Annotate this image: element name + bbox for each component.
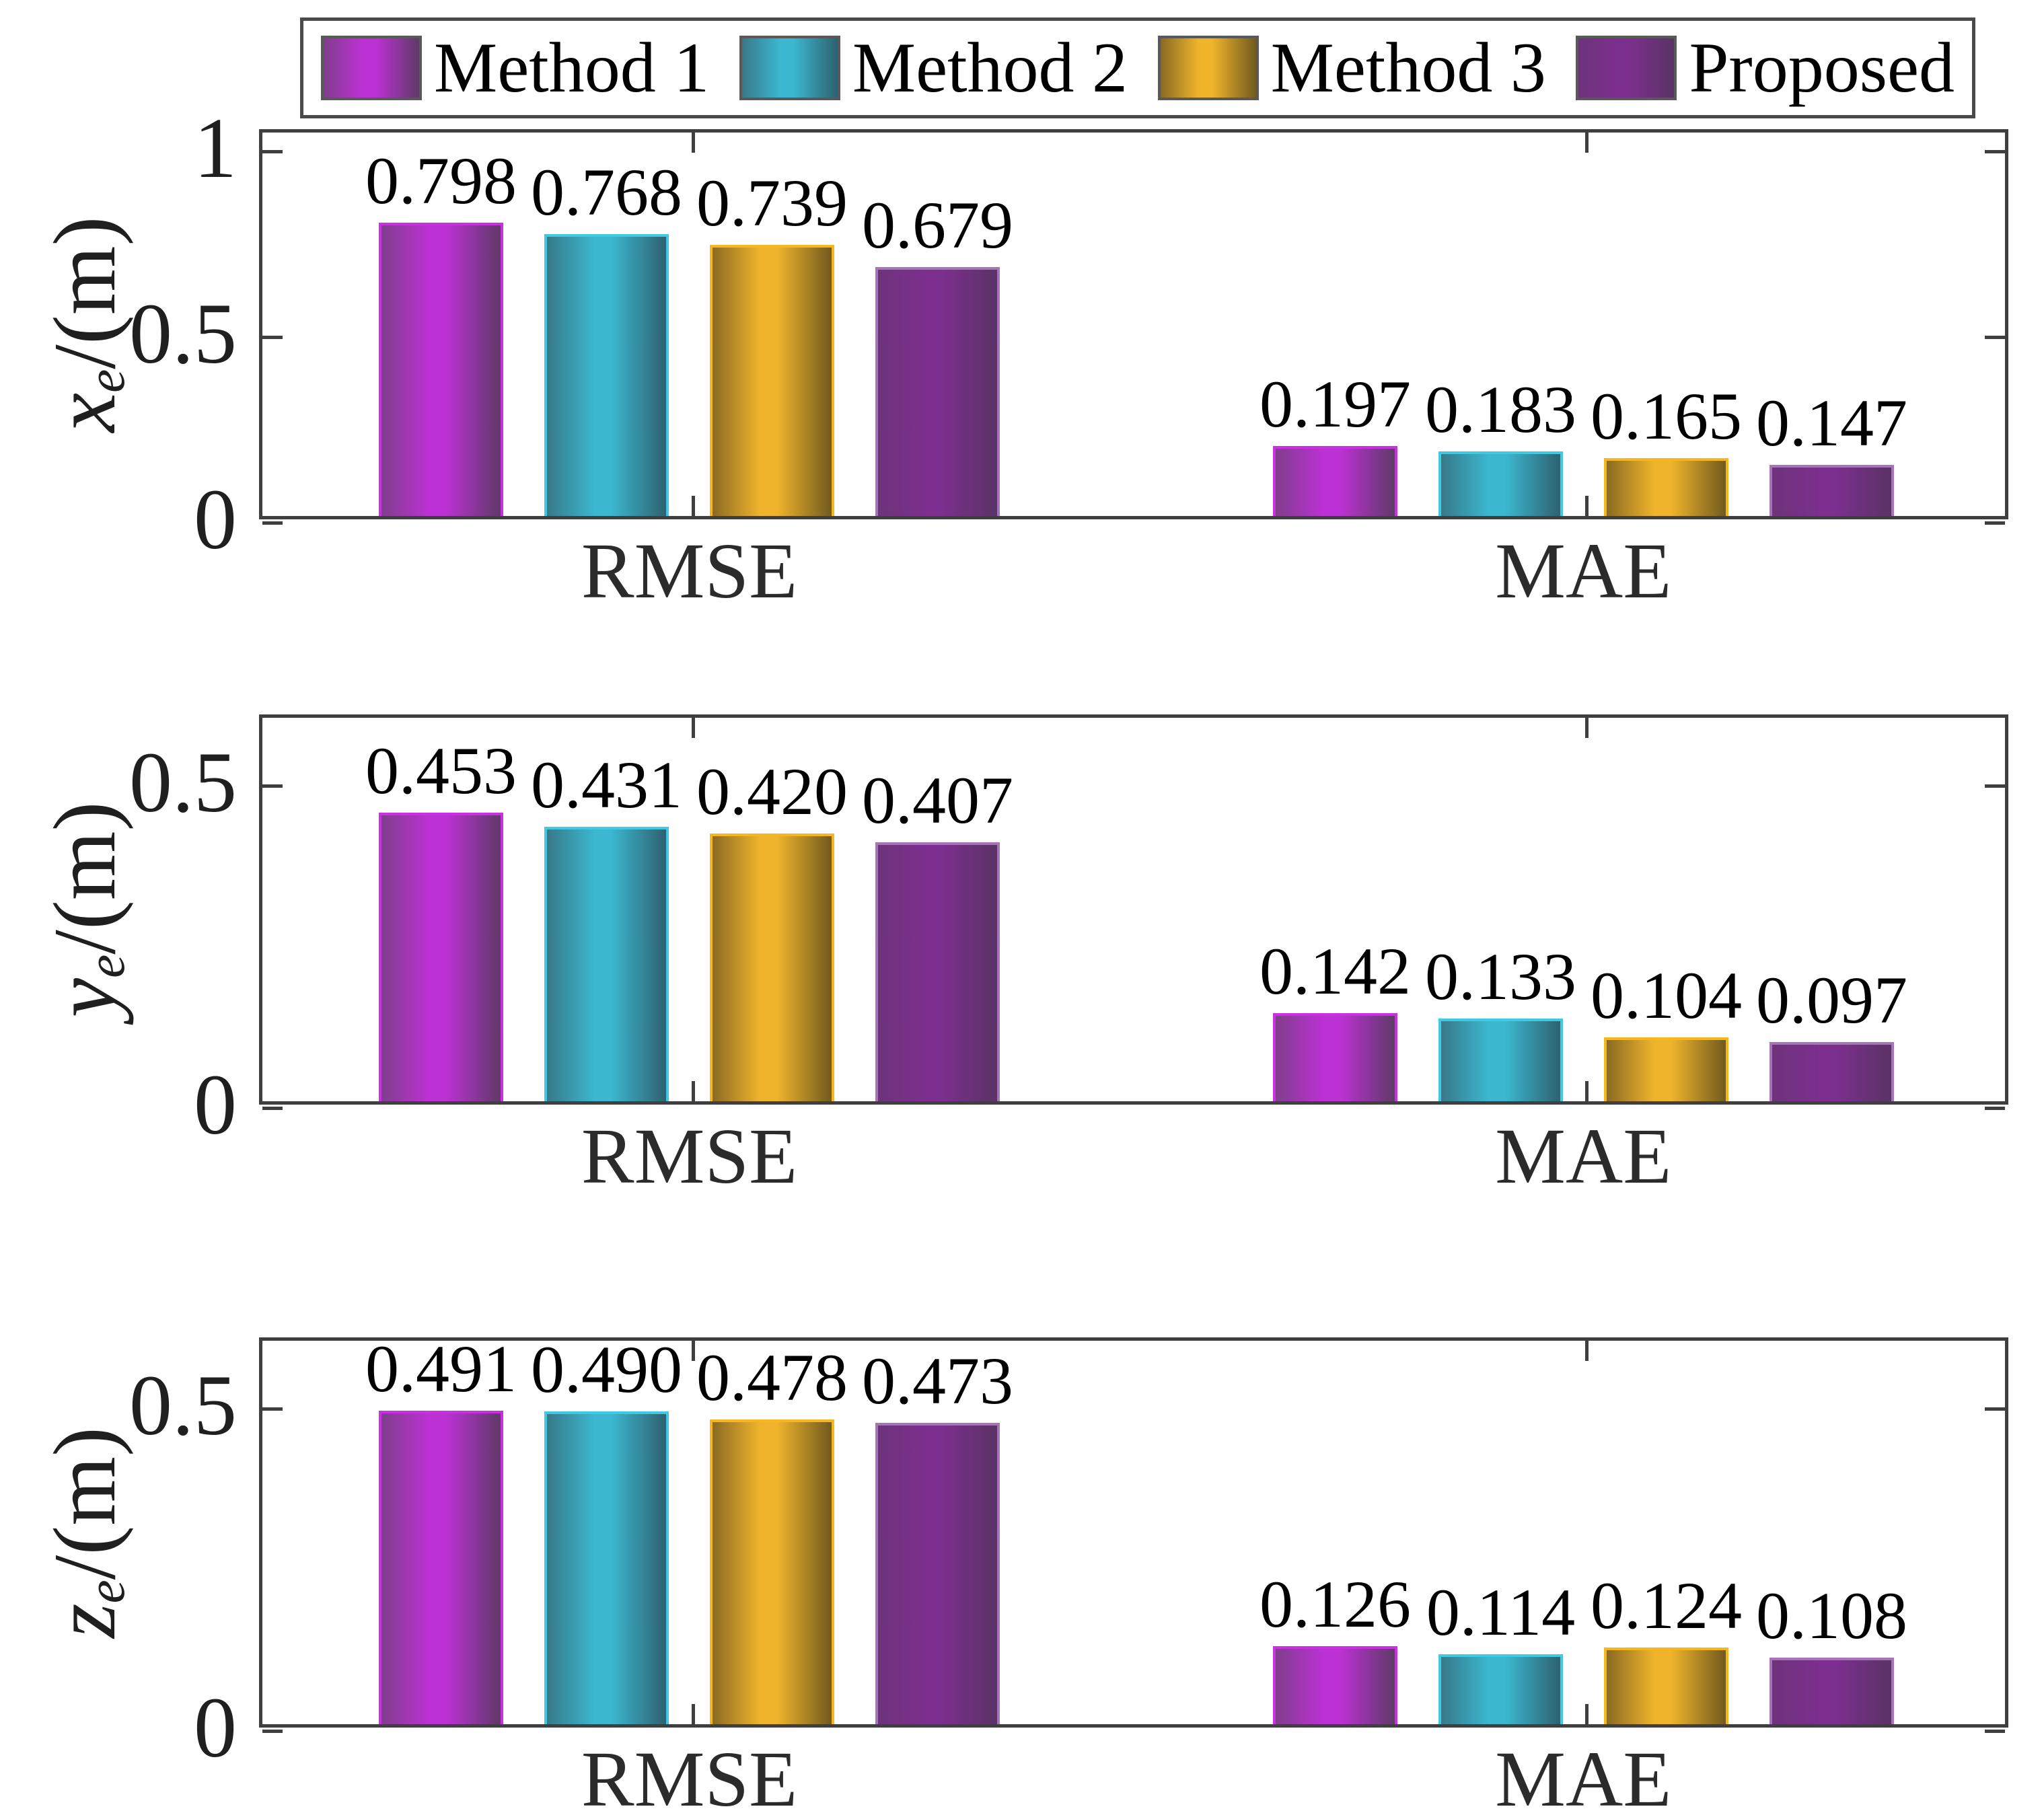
x-tick-mark bbox=[691, 133, 695, 153]
x-tick-label-mae: MAE bbox=[1495, 1735, 1672, 1813]
y-tick-mark bbox=[1985, 1730, 2005, 1733]
bar-rmse-method-3 bbox=[710, 1419, 834, 1728]
legend-swatch-icon bbox=[1157, 36, 1259, 100]
subplot-1-axes bbox=[259, 129, 2008, 525]
x-tick-mark bbox=[691, 496, 695, 516]
x-tick-mark bbox=[691, 1341, 695, 1361]
bar-value-label: 0.420 bbox=[696, 754, 848, 829]
bar-mae-method-1 bbox=[1273, 1013, 1397, 1105]
bar-value-label: 0.407 bbox=[862, 763, 1013, 838]
y-tick-mark bbox=[262, 521, 283, 525]
bar-value-label: 0.739 bbox=[696, 165, 848, 240]
x-tick-label-mae: MAE bbox=[1495, 1112, 1672, 1200]
legend-swatch-icon bbox=[321, 36, 422, 100]
bar-value-label: 0.768 bbox=[531, 155, 682, 229]
y-tick-mark bbox=[262, 335, 283, 339]
bar-mae-method-3 bbox=[1604, 458, 1728, 519]
bar-value-label: 0.147 bbox=[1756, 385, 1907, 460]
bar-rmse-method-2 bbox=[544, 1411, 669, 1728]
subplot-2-axes bbox=[259, 714, 2008, 1110]
bar-rmse-proposed bbox=[875, 267, 1000, 519]
x-tick-mark bbox=[691, 718, 695, 738]
y-tick-label: 0.5 bbox=[129, 734, 237, 830]
y-tick-label: 0 bbox=[194, 472, 237, 567]
subplot-3-axes bbox=[259, 1337, 2008, 1733]
legend-item-method-2: Method 2 bbox=[739, 32, 1128, 104]
legend-label: Method 1 bbox=[434, 28, 710, 107]
y-tick-mark bbox=[1985, 1407, 2005, 1411]
bar-rmse-method-2 bbox=[544, 827, 669, 1105]
y-tick-label: 0.5 bbox=[129, 285, 237, 381]
x-tick-mark bbox=[691, 1704, 695, 1724]
bar-value-label: 0.798 bbox=[365, 143, 517, 218]
legend-swatch-icon bbox=[739, 36, 840, 100]
y-tick-mark bbox=[262, 1407, 283, 1411]
bar-value-label: 0.142 bbox=[1260, 934, 1411, 1008]
x-tick-mark bbox=[1585, 1704, 1589, 1724]
legend-item-method-1: Method 1 bbox=[321, 32, 709, 104]
legend-label: Method 3 bbox=[1270, 28, 1546, 107]
bar-value-label: 0.097 bbox=[1756, 963, 1907, 1037]
x-tick-mark bbox=[1585, 496, 1589, 516]
y-axis-label: ye/(m) bbox=[35, 801, 137, 1018]
x-tick-mark bbox=[1585, 718, 1589, 738]
y-tick-label: 1 bbox=[194, 100, 237, 196]
y-tick-mark bbox=[1985, 1107, 2005, 1110]
y-tick-mark bbox=[262, 1730, 283, 1733]
bar-value-label: 0.114 bbox=[1426, 1575, 1576, 1650]
x-tick-label-rmse: RMSE bbox=[581, 1112, 798, 1200]
x-tick-mark bbox=[1585, 1341, 1589, 1361]
y-tick-mark bbox=[262, 1107, 283, 1110]
x-tick-mark bbox=[1585, 1081, 1589, 1101]
x-tick-label-rmse: RMSE bbox=[581, 527, 798, 615]
bar-value-label: 0.478 bbox=[696, 1340, 848, 1415]
bar-value-label: 0.104 bbox=[1591, 958, 1742, 1033]
legend-label: Method 2 bbox=[852, 28, 1128, 107]
y-tick-mark bbox=[1985, 149, 2005, 153]
bar-rmse-proposed bbox=[875, 1423, 1000, 1728]
y-tick-mark bbox=[262, 149, 283, 153]
legend-item-method-3: Method 3 bbox=[1157, 28, 1546, 107]
legend-label: Proposed bbox=[1689, 28, 1955, 107]
bar-value-label: 0.108 bbox=[1756, 1578, 1907, 1653]
bar-value-label: 0.679 bbox=[862, 188, 1013, 262]
y-tick-label: 0.5 bbox=[129, 1357, 237, 1453]
bar-value-label: 0.165 bbox=[1591, 379, 1742, 453]
x-tick-mark bbox=[691, 1081, 695, 1101]
bar-mae-method-3 bbox=[1604, 1037, 1728, 1105]
bar-value-label: 0.126 bbox=[1260, 1567, 1411, 1641]
bar-value-label: 0.453 bbox=[365, 733, 517, 808]
bar-rmse-method-1 bbox=[379, 223, 503, 519]
y-tick-mark bbox=[262, 784, 283, 788]
legend-item-proposed: Proposed bbox=[1576, 32, 1955, 104]
y-tick-mark bbox=[1985, 335, 2005, 339]
bar-rmse-proposed bbox=[875, 842, 1000, 1105]
y-axis-label: ze/(m) bbox=[35, 1427, 137, 1638]
bar-value-label: 0.473 bbox=[862, 1343, 1013, 1418]
bar-mae-proposed bbox=[1769, 465, 1894, 519]
y-tick-label: 0 bbox=[194, 1680, 237, 1775]
bar-value-label: 0.133 bbox=[1425, 939, 1576, 1014]
bar-value-label: 0.431 bbox=[531, 747, 682, 822]
x-tick-label-mae: MAE bbox=[1495, 527, 1672, 615]
bar-rmse-method-2 bbox=[544, 234, 669, 519]
y-tick-mark bbox=[1985, 784, 2005, 788]
legend-swatch-icon bbox=[1576, 36, 1677, 100]
x-tick-mark bbox=[1585, 133, 1589, 153]
bar-value-label: 0.197 bbox=[1260, 367, 1411, 441]
y-tick-label: 0 bbox=[194, 1057, 237, 1152]
bar-value-label: 0.491 bbox=[365, 1331, 517, 1406]
bar-rmse-method-1 bbox=[379, 813, 503, 1105]
legend: Method 1 Method 2 Method 3 Proposed bbox=[300, 17, 1975, 118]
y-tick-mark bbox=[1985, 521, 2005, 525]
bar-rmse-method-1 bbox=[379, 1411, 503, 1728]
x-tick-label-rmse: RMSE bbox=[581, 1735, 798, 1813]
bar-value-label: 0.124 bbox=[1591, 1568, 1742, 1643]
bar-mae-method-2 bbox=[1438, 1654, 1563, 1728]
bar-value-label: 0.183 bbox=[1425, 372, 1576, 447]
bar-value-label: 0.490 bbox=[531, 1332, 682, 1407]
